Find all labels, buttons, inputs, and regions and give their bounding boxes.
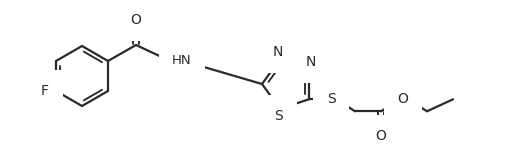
Text: N: N xyxy=(273,45,283,59)
Text: O: O xyxy=(376,129,386,143)
Text: HN: HN xyxy=(172,54,191,68)
Text: F: F xyxy=(41,84,49,98)
Text: N: N xyxy=(306,55,316,69)
Text: S: S xyxy=(275,109,283,123)
Text: O: O xyxy=(397,92,409,106)
Text: O: O xyxy=(131,13,141,27)
Text: S: S xyxy=(327,92,335,106)
